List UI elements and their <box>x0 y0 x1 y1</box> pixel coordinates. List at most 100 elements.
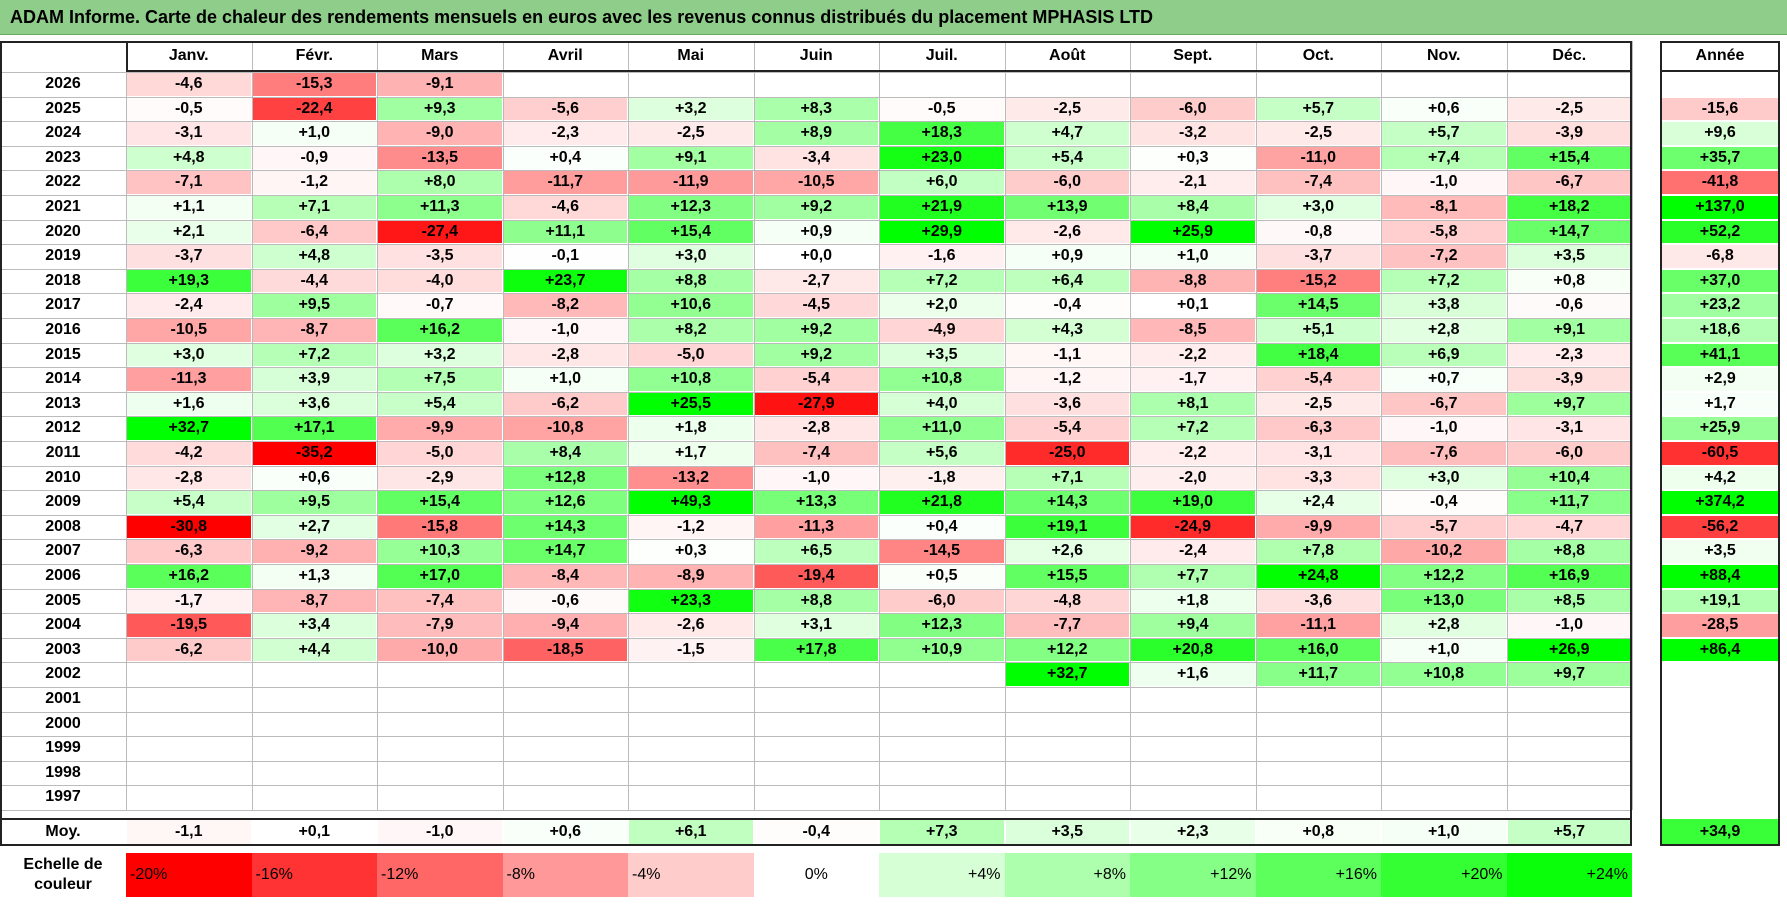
heatmap-cell: +29,9 <box>880 220 1004 244</box>
annual-cell: +23,2 <box>1661 294 1779 317</box>
heatmap-cell <box>1256 688 1380 711</box>
heatmap-cell <box>378 663 502 686</box>
heatmap-cell <box>629 761 753 785</box>
heatmap-cell <box>1382 761 1506 785</box>
heatmap-cell <box>127 761 251 785</box>
year-label: 2004 <box>45 616 81 634</box>
heatmap-cell: -8,7 <box>252 319 376 342</box>
heatmap-cell: +3,0 <box>127 343 251 367</box>
heatmap-cell: -3,1 <box>127 122 251 145</box>
scale-swatch: +8% <box>1004 853 1130 897</box>
heatmap-cell: +11,1 <box>503 220 627 244</box>
heatmap-cell: -2,5 <box>1256 392 1380 416</box>
heatmap-cell <box>1005 712 1129 736</box>
heatmap-cell <box>1507 712 1631 736</box>
year-label: 2018 <box>45 271 81 289</box>
annual-cell: +18,6 <box>1661 319 1779 342</box>
heatmap-cell: -11,3 <box>754 515 878 539</box>
scale-swatch: +4% <box>879 853 1005 897</box>
heatmap-cell <box>880 786 1004 809</box>
year-label: 2013 <box>45 394 81 412</box>
heatmap-cell <box>754 761 878 785</box>
heatmap-cell: +13,9 <box>1005 196 1129 219</box>
heatmap-cell: +0,7 <box>1382 368 1506 391</box>
heatmap-cell <box>629 712 753 736</box>
heatmap-cell: -2,5 <box>1507 97 1631 121</box>
average-cell: -1,1 <box>127 819 251 845</box>
heatmap-cell: -2,5 <box>1005 97 1129 121</box>
heatmap-cell <box>1382 786 1506 809</box>
heatmap-cell: +6,0 <box>880 171 1004 194</box>
grid-line <box>0 711 1632 713</box>
grid-line <box>0 810 1632 811</box>
heatmap-cell: -4,2 <box>127 442 251 465</box>
heatmap-cell: +21,8 <box>880 491 1004 514</box>
heatmap-cell: -9,9 <box>378 417 502 440</box>
heatmap-cell: +12,8 <box>503 466 627 490</box>
heatmap-cell: +8,4 <box>1131 196 1255 219</box>
heatmap-cell <box>127 688 251 711</box>
heatmap-cell: +4,7 <box>1005 122 1129 145</box>
heatmap-cell: -15,8 <box>378 515 502 539</box>
grid-line <box>0 662 1632 664</box>
scale-swatch: 0% <box>753 853 879 897</box>
scale-swatch: -8% <box>502 853 628 897</box>
heatmap-cell: -5,0 <box>629 343 753 367</box>
heatmap-cell: +6,9 <box>1382 343 1506 367</box>
heatmap-cell: -6,2 <box>503 392 627 416</box>
heatmap-cell: +2,4 <box>1256 491 1380 514</box>
grid-line <box>502 41 504 810</box>
heatmap-cell: -22,4 <box>252 97 376 121</box>
heatmap-cell: +23,7 <box>503 269 627 293</box>
average-cell: +5,7 <box>1507 819 1631 845</box>
heatmap-cell <box>1005 688 1129 711</box>
heatmap-cell <box>629 73 753 96</box>
heatmap-cell <box>503 737 627 760</box>
heatmap-cell: +3,1 <box>754 614 878 637</box>
heatmap-cell: -3,9 <box>1507 122 1631 145</box>
annual-cell: +1,7 <box>1661 392 1779 416</box>
heatmap-cell: +0,4 <box>503 146 627 170</box>
annual-cell: +25,9 <box>1661 417 1779 440</box>
heatmap-cell <box>1382 712 1506 736</box>
heatmap-cell: +9,1 <box>629 146 753 170</box>
heatmap-cell: +1,0 <box>1131 245 1255 268</box>
heatmap-cell: +15,4 <box>1507 146 1631 170</box>
heatmap-cell: +4,4 <box>252 638 376 662</box>
heatmap-cell: -2,8 <box>503 343 627 367</box>
heatmap-cell: +1,1 <box>127 196 251 219</box>
heatmap-cell: -11,0 <box>1256 146 1380 170</box>
heatmap-cell: +0,6 <box>1382 97 1506 121</box>
heatmap-cell <box>127 786 251 809</box>
grid-line <box>1381 41 1382 810</box>
heatmap-cell <box>880 761 1004 785</box>
heatmap-cell: +1,8 <box>629 417 753 440</box>
annual-cell <box>1661 761 1779 785</box>
scale-label: Echelle de couleur <box>23 856 103 893</box>
year-label: 2012 <box>45 419 81 437</box>
heatmap-cell: -11,9 <box>629 171 753 194</box>
heatmap-cell: -7,4 <box>1256 171 1380 194</box>
grid-line <box>879 41 880 810</box>
heatmap-cell: -8,2 <box>503 294 627 317</box>
heatmap-cell <box>1005 786 1129 809</box>
heatmap-cell <box>378 712 502 736</box>
annual-cell: +374,2 <box>1661 491 1779 514</box>
heatmap-cell <box>252 712 376 736</box>
heatmap-cell: +0,1 <box>1131 294 1255 317</box>
heatmap-cell: +0,9 <box>754 220 878 244</box>
heatmap-cell: -3,6 <box>1256 589 1380 613</box>
heatmap-cell: -0,6 <box>503 589 627 613</box>
grid-line <box>628 41 629 810</box>
heatmap-cell: -6,0 <box>1507 442 1631 465</box>
annual-cell: +37,0 <box>1661 269 1779 293</box>
heatmap-cell: -0,7 <box>378 294 502 317</box>
heatmap-cell: +8,5 <box>1507 589 1631 613</box>
heatmap-cell: +7,1 <box>1005 466 1129 490</box>
heatmap-cell: -3,3 <box>1256 466 1380 490</box>
average-cell: +0,6 <box>503 819 627 845</box>
grid-line <box>0 736 1632 738</box>
heatmap-cell: +18,4 <box>1256 343 1380 367</box>
grid-line <box>1255 41 1257 810</box>
annual-cell: +52,2 <box>1661 220 1779 244</box>
